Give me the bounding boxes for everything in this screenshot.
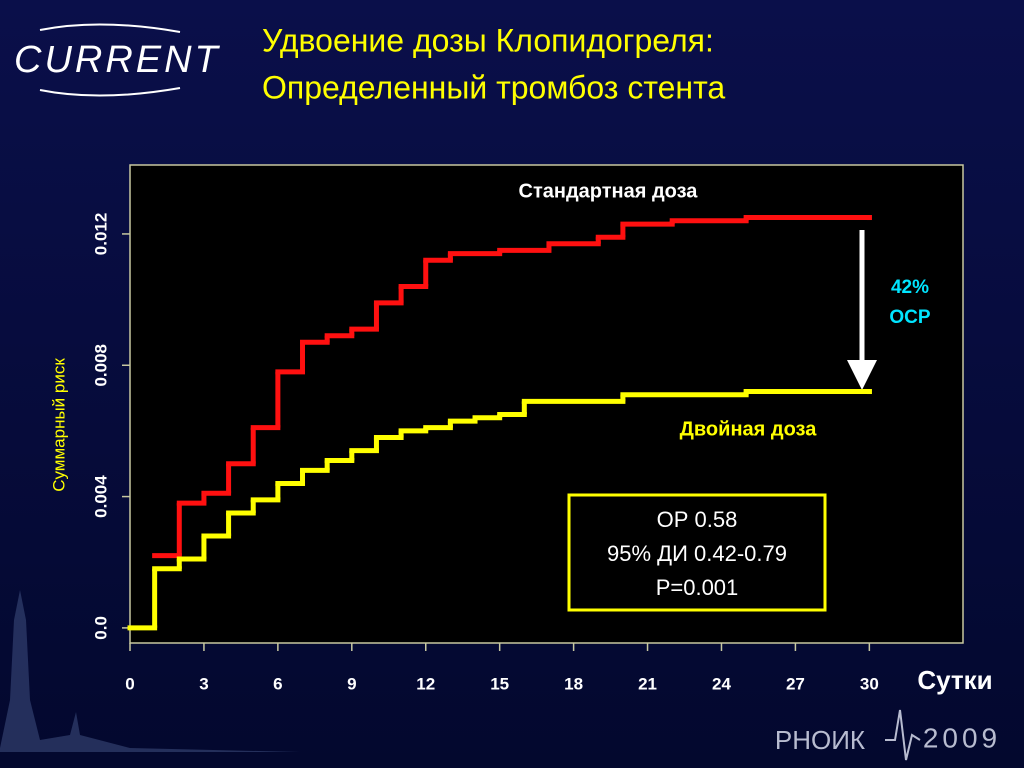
- x-tick-label: 24: [712, 674, 731, 693]
- logo-swoosh: [39, 23, 181, 97]
- series-label: Стандартная доза: [519, 180, 699, 202]
- logo: CURRENT: [14, 39, 221, 81]
- stats-text: P=0.001: [656, 575, 739, 600]
- x-tick-label: 18: [564, 674, 583, 693]
- footer-pulse: [885, 709, 921, 761]
- annotation: ОСР: [889, 307, 931, 328]
- footer-year: 2009: [923, 722, 1001, 753]
- y-tick-label: 0.008: [91, 344, 110, 387]
- title-line: Удвоение дозы Клопидогреля:: [262, 22, 714, 58]
- x-tick-label: 0: [125, 674, 134, 693]
- x-tick-label: 9: [347, 674, 356, 693]
- x-tick-label: 27: [786, 674, 805, 693]
- y-axis-label: Суммарный риск: [49, 358, 68, 492]
- title-line: Определенный тромбоз стента: [262, 69, 725, 105]
- x-tick-label: 21: [638, 674, 657, 693]
- x-tick-label: 30: [860, 674, 879, 693]
- skyline: [0, 590, 300, 752]
- series-label: Двойная доза: [680, 418, 818, 440]
- x-tick-label: 3: [199, 674, 208, 693]
- y-tick-label: 0.012: [91, 213, 110, 256]
- x-tick-label: 12: [416, 674, 435, 693]
- y-tick-label: 0.004: [91, 475, 110, 518]
- stats-box: [567, 493, 827, 612]
- footer-org: РНОИК: [775, 725, 865, 755]
- stats-text: ОР 0.58: [657, 507, 738, 532]
- annotation: 42%: [891, 277, 929, 298]
- y-tick-label: 0.0: [91, 616, 110, 640]
- plot-area: [129, 164, 964, 644]
- x-tick-label: 6: [273, 674, 282, 693]
- stats-text: 95% ДИ 0.42-0.79: [607, 541, 787, 566]
- x-tick-label: 15: [490, 674, 509, 693]
- x-axis-label: Сутки: [917, 665, 992, 695]
